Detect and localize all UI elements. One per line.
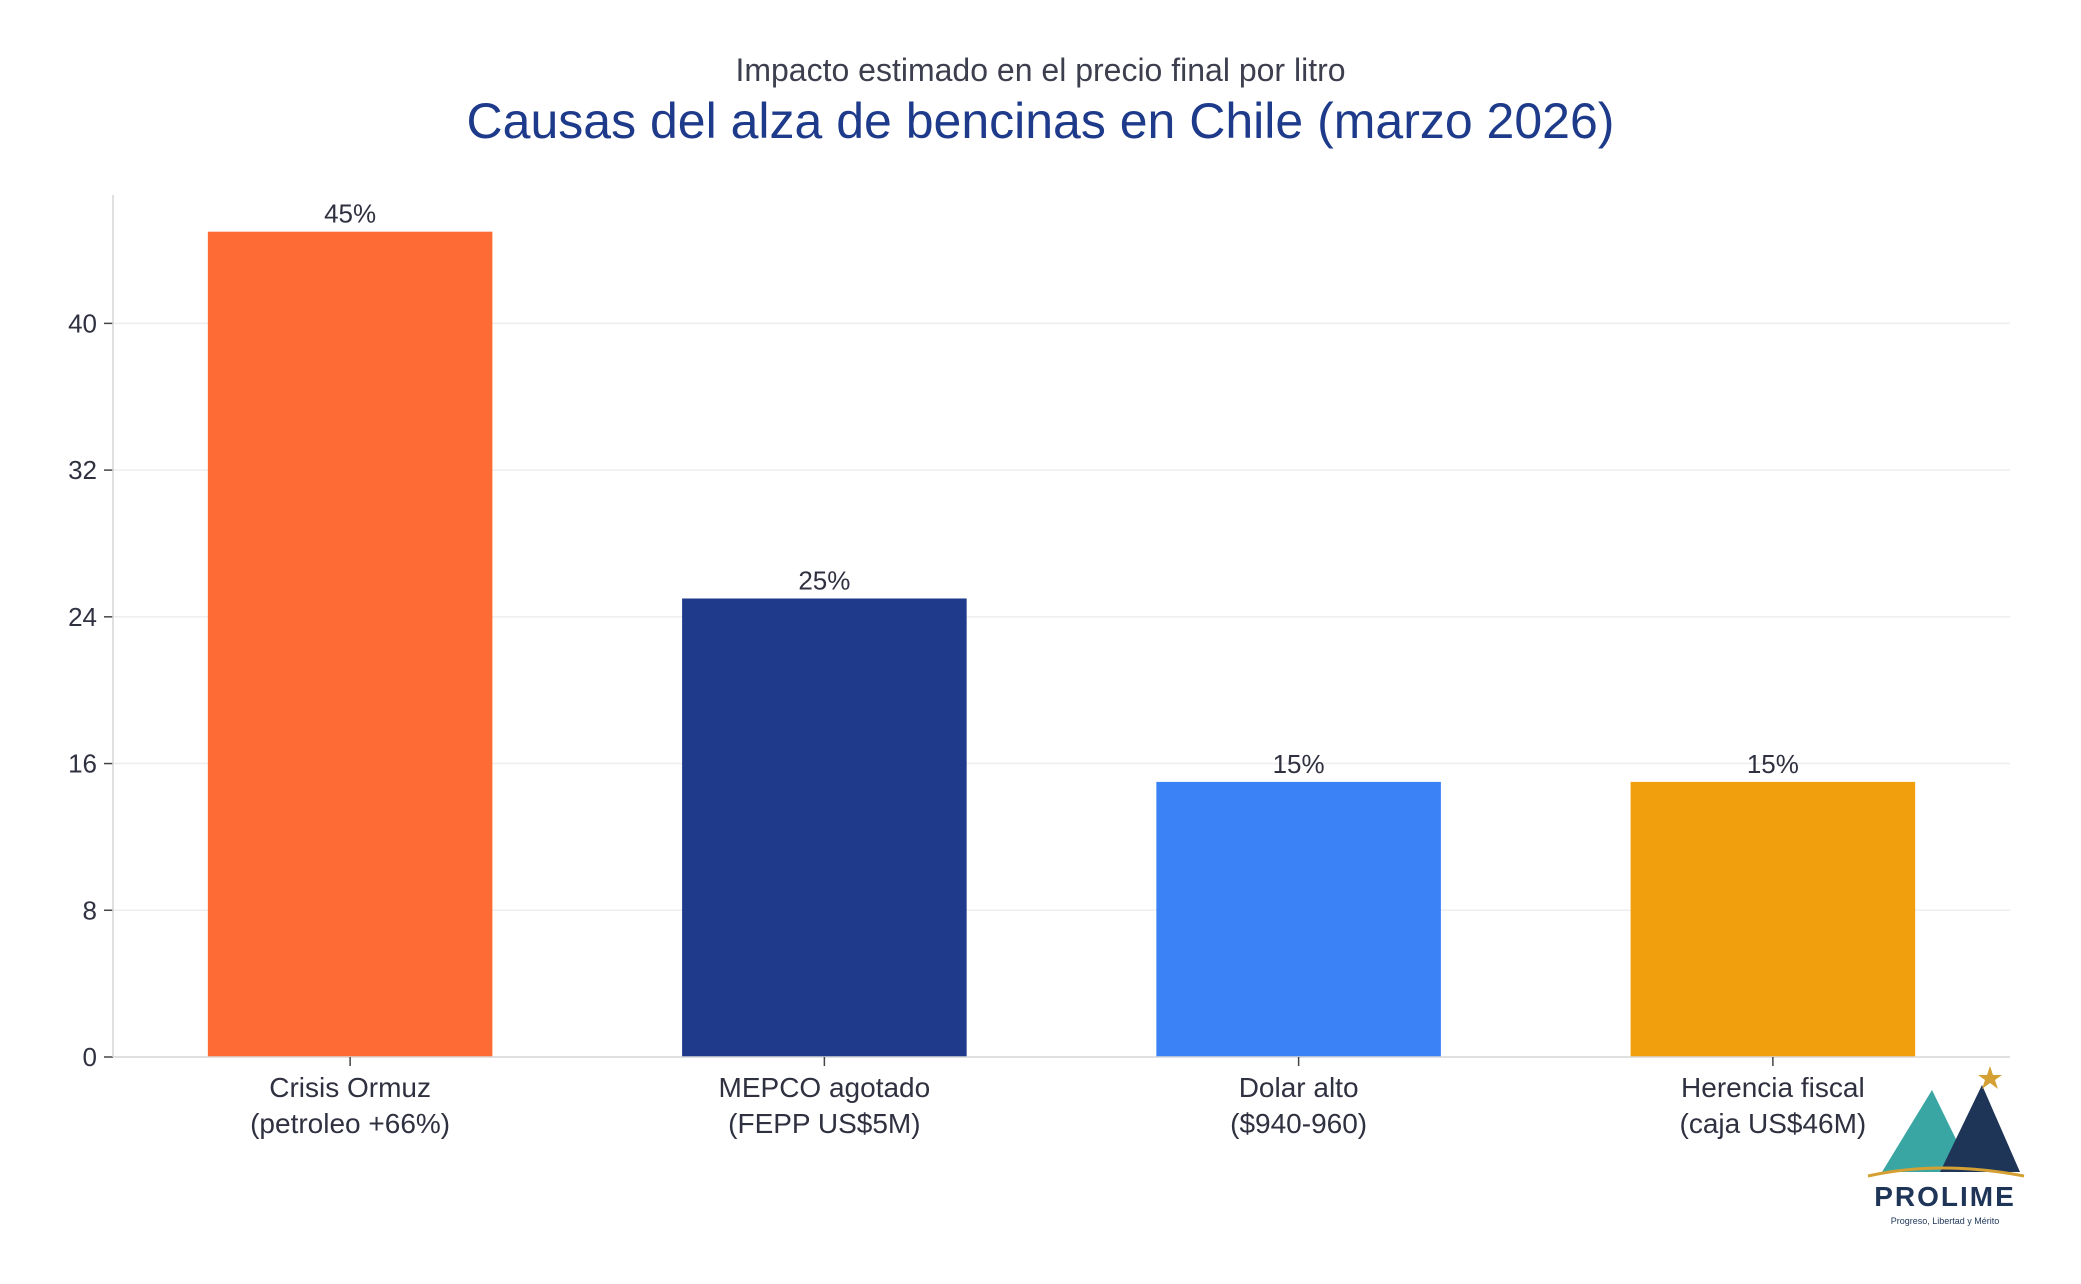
bar (1156, 781, 1441, 1057)
bar-data-label: 25% (798, 565, 850, 595)
bar-layer (207, 231, 1916, 1057)
logo-star-icon (1978, 1066, 2002, 1089)
logo-swoosh-shape (1867, 1166, 2025, 1178)
logo-name: PROLIME (1874, 1181, 2016, 1212)
y-tick-label: 8 (83, 895, 97, 925)
x-tick-label: Dolar alto (1239, 1072, 1359, 1103)
chart-title: Causas del alza de bencinas en Chile (ma… (466, 93, 1615, 149)
bar (682, 598, 967, 1057)
y-tick-label: 0 (83, 1042, 97, 1072)
y-tick-label: 40 (68, 308, 97, 338)
x-tick-label: (FEPP US$5M) (728, 1108, 920, 1139)
bar (1630, 781, 1916, 1057)
prolime-logo: PROLIME Progreso, Libertad y Mérito (1867, 1066, 2025, 1226)
x-tick-label: Herencia fiscal (1681, 1072, 1865, 1103)
label-layer: 45% Crisis Ormuz (petroleo +66%) 25% MEPCO a… (250, 199, 1866, 1139)
x-tick-label: (petroleo +66%) (250, 1108, 450, 1139)
y-tick-label: 32 (68, 455, 97, 485)
logo-tagline: Progreso, Libertad y Mérito (1891, 1216, 2000, 1226)
x-tick-label: Crisis Ormuz (269, 1072, 431, 1103)
bar-data-label: 45% (324, 199, 376, 229)
axis-layer: 0 8 16 24 32 40 (68, 195, 2010, 1072)
logo-mountain-teal-shape (1882, 1090, 1972, 1172)
bar (207, 231, 493, 1057)
chart-subtitle: Impacto estimado en el precio final por … (735, 52, 1346, 88)
bar-data-label: 15% (1273, 749, 1325, 779)
y-tick-label: 16 (68, 749, 97, 779)
y-tick-label: 24 (68, 602, 97, 632)
x-tick-label: MEPCO agotado (719, 1072, 931, 1103)
logo-mountain-navy-shape (1940, 1085, 2020, 1172)
bar-data-label: 15% (1747, 749, 1799, 779)
x-tick-label: ($940-960) (1230, 1108, 1367, 1139)
x-tick-label: (caja US$46M) (1680, 1108, 1867, 1139)
